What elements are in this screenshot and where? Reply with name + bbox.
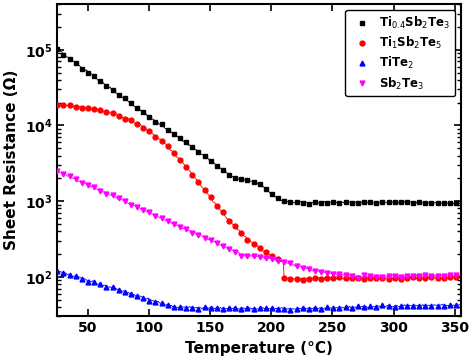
Sb$_2$Te$_3$	[86, 183, 92, 188]
Ti$_1$Sb$_2$Te$_5$	[458, 276, 464, 280]
TiTe$_2$	[458, 303, 464, 308]
Y-axis label: Sheet Resistance (Ω): Sheet Resistance (Ω)	[4, 70, 19, 251]
Line: TiTe$_2$: TiTe$_2$	[55, 269, 463, 312]
Ti$_1$Sb$_2$Te$_5$	[409, 276, 415, 281]
Sb$_2$Te$_3$	[55, 168, 60, 173]
Ti$_1$Sb$_2$Te$_5$	[65, 103, 71, 107]
Ti$_1$Sb$_2$Te$_5$	[445, 276, 450, 280]
Sb$_2$Te$_3$	[381, 275, 386, 280]
TiTe$_2$	[86, 278, 92, 282]
Ti$_{0.4}$Sb$_2$Te$_3$	[65, 55, 71, 60]
TiTe$_2$	[409, 304, 415, 308]
TiTe$_2$	[100, 283, 106, 288]
TiTe$_2$	[55, 269, 60, 274]
Legend: Ti$_{0.4}$Sb$_2$Te$_3$, Ti$_1$Sb$_2$Te$_5$, TiTe$_2$, Sb$_2$Te$_3$: Ti$_{0.4}$Sb$_2$Te$_3$, Ti$_1$Sb$_2$Te$_…	[345, 10, 455, 96]
TiTe$_2$	[288, 308, 293, 312]
Ti$_1$Sb$_2$Te$_5$	[100, 109, 106, 113]
Ti$_{0.4}$Sb$_2$Te$_3$	[307, 201, 313, 205]
Ti$_{0.4}$Sb$_2$Te$_3$	[452, 202, 457, 206]
Ti$_1$Sb$_2$Te$_5$	[297, 278, 303, 282]
Ti$_{0.4}$Sb$_2$Te$_3$	[55, 47, 60, 51]
TiTe$_2$	[445, 303, 450, 308]
Sb$_2$Te$_3$	[445, 273, 450, 277]
Sb$_2$Te$_3$	[100, 190, 106, 194]
TiTe$_2$	[309, 306, 314, 310]
Sb$_2$Te$_3$	[409, 274, 415, 278]
Line: Sb$_2$Te$_3$: Sb$_2$Te$_3$	[55, 168, 463, 280]
X-axis label: Temperature (°C): Temperature (°C)	[185, 341, 333, 356]
Line: Ti$_1$Sb$_2$Te$_5$: Ti$_1$Sb$_2$Te$_5$	[55, 102, 463, 282]
Ti$_{0.4}$Sb$_2$Te$_3$	[458, 201, 464, 205]
Sb$_2$Te$_3$	[307, 267, 313, 271]
Ti$_1$Sb$_2$Te$_5$	[55, 102, 60, 107]
Ti$_{0.4}$Sb$_2$Te$_3$	[86, 71, 92, 75]
Ti$_{0.4}$Sb$_2$Te$_3$	[443, 201, 449, 205]
Sb$_2$Te$_3$	[458, 274, 464, 278]
Ti$_{0.4}$Sb$_2$Te$_3$	[408, 200, 413, 204]
TiTe$_2$	[65, 272, 71, 276]
Ti$_{0.4}$Sb$_2$Te$_3$	[100, 80, 106, 84]
Ti$_1$Sb$_2$Te$_5$	[86, 107, 92, 111]
Ti$_1$Sb$_2$Te$_5$	[309, 276, 314, 280]
Sb$_2$Te$_3$	[65, 174, 71, 178]
Line: Ti$_{0.4}$Sb$_2$Te$_3$: Ti$_{0.4}$Sb$_2$Te$_3$	[55, 46, 463, 206]
